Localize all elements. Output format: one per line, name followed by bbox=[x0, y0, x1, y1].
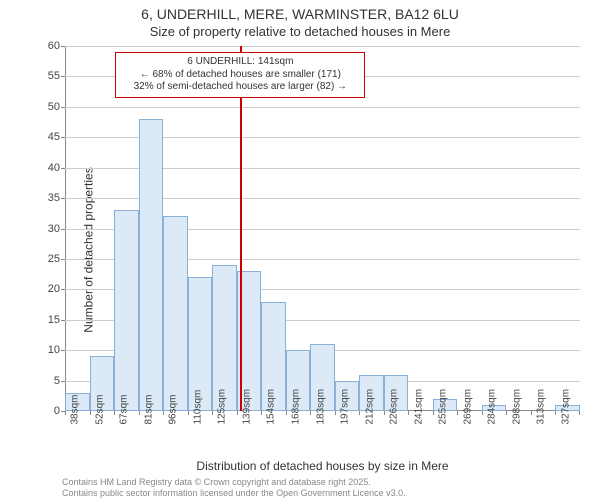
y-tick-mark bbox=[61, 289, 65, 290]
x-tick-mark bbox=[579, 411, 580, 415]
y-tick-label: 35 bbox=[30, 192, 60, 204]
y-tick-mark bbox=[61, 168, 65, 169]
y-tick-mark bbox=[61, 229, 65, 230]
annotation-line: ← 68% of detached houses are smaller (17… bbox=[122, 69, 358, 82]
x-tick-mark bbox=[555, 411, 556, 415]
x-tick-mark bbox=[261, 411, 262, 415]
histogram-bar bbox=[114, 210, 139, 411]
y-tick-mark bbox=[61, 320, 65, 321]
chart-title-line2: Size of property relative to detached ho… bbox=[0, 24, 600, 39]
x-tick-mark bbox=[433, 411, 434, 415]
y-tick-label: 10 bbox=[30, 344, 60, 356]
annotation-box: 6 UNDERHILL: 141sqm← 68% of detached hou… bbox=[115, 52, 365, 98]
plot-area: 6 UNDERHILL: 141sqm← 68% of detached hou… bbox=[65, 46, 580, 411]
x-tick-mark bbox=[114, 411, 115, 415]
y-tick-label: 40 bbox=[30, 162, 60, 174]
x-tick-mark bbox=[188, 411, 189, 415]
x-tick-mark bbox=[457, 411, 458, 415]
y-tick-mark bbox=[61, 137, 65, 138]
grid-line bbox=[65, 46, 580, 47]
x-tick-mark bbox=[310, 411, 311, 415]
y-tick-label: 0 bbox=[30, 405, 60, 417]
annotation-line: 6 UNDERHILL: 141sqm bbox=[122, 56, 358, 69]
x-tick-mark bbox=[359, 411, 360, 415]
x-tick-mark bbox=[384, 411, 385, 415]
y-tick-label: 60 bbox=[30, 40, 60, 52]
footer-line1: Contains HM Land Registry data © Crown c… bbox=[62, 477, 371, 488]
y-tick-label: 45 bbox=[30, 131, 60, 143]
y-tick-mark bbox=[61, 381, 65, 382]
y-tick-label: 30 bbox=[30, 223, 60, 235]
x-axis-title: Distribution of detached houses by size … bbox=[65, 459, 580, 473]
y-tick-label: 20 bbox=[30, 283, 60, 295]
reference-line bbox=[240, 46, 242, 411]
y-tick-mark bbox=[61, 76, 65, 77]
chart-container: 6, UNDERHILL, MERE, WARMINSTER, BA12 6LU… bbox=[0, 0, 600, 500]
footer-line2: Contains public sector information licen… bbox=[62, 488, 406, 499]
x-tick-mark bbox=[139, 411, 140, 415]
chart-title-line1: 6, UNDERHILL, MERE, WARMINSTER, BA12 6LU bbox=[0, 6, 600, 22]
x-tick-mark bbox=[286, 411, 287, 415]
x-tick-mark bbox=[506, 411, 507, 415]
y-tick-label: 5 bbox=[30, 375, 60, 387]
y-tick-mark bbox=[61, 107, 65, 108]
x-tick-mark bbox=[408, 411, 409, 415]
histogram-bar bbox=[139, 119, 164, 411]
x-tick-mark bbox=[163, 411, 164, 415]
x-tick-mark bbox=[90, 411, 91, 415]
x-tick-mark bbox=[531, 411, 532, 415]
x-tick-mark bbox=[212, 411, 213, 415]
y-tick-label: 25 bbox=[30, 253, 60, 265]
y-tick-label: 55 bbox=[30, 70, 60, 82]
x-tick-mark bbox=[65, 411, 66, 415]
x-tick-mark bbox=[335, 411, 336, 415]
y-tick-mark bbox=[61, 198, 65, 199]
y-tick-mark bbox=[61, 350, 65, 351]
annotation-line: 32% of semi-detached houses are larger (… bbox=[122, 81, 358, 94]
x-tick-mark bbox=[482, 411, 483, 415]
x-tick-mark bbox=[237, 411, 238, 415]
y-tick-mark bbox=[61, 259, 65, 260]
y-tick-mark bbox=[61, 46, 65, 47]
grid-line bbox=[65, 107, 580, 108]
y-tick-label: 50 bbox=[30, 101, 60, 113]
histogram-bar bbox=[163, 216, 188, 411]
y-tick-label: 15 bbox=[30, 314, 60, 326]
